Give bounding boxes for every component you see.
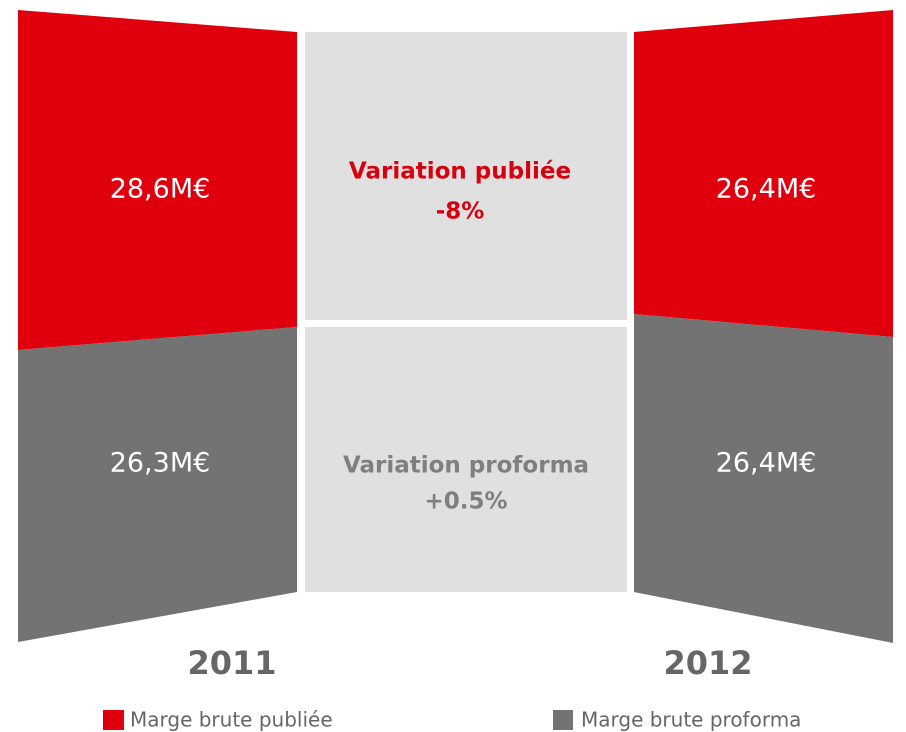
right-published-value: 26,4M€ — [716, 174, 817, 205]
legend-swatch — [553, 710, 573, 730]
right-proforma-panel — [634, 314, 893, 643]
right-year: 2012 — [663, 644, 752, 682]
legend-label: Marge brute publiée — [130, 708, 333, 732]
left-published-panel — [18, 10, 297, 350]
center-proforma-panel — [305, 327, 627, 592]
published-variation-value: -8% — [436, 199, 485, 225]
right-proforma-value: 26,4M€ — [716, 448, 817, 479]
left-proforma-panel — [18, 327, 297, 642]
proforma-variation-value: +0.5% — [424, 489, 507, 515]
published-variation-label: Variation publiée — [349, 159, 571, 185]
legend-label: Marge brute proforma — [581, 708, 801, 732]
proforma-variation-label: Variation proforma — [343, 453, 589, 479]
left-proforma-value: 26,3M€ — [110, 448, 211, 479]
center-published-panel — [305, 32, 627, 320]
legend-swatch — [103, 710, 124, 730]
left-published-value: 28,6M€ — [110, 174, 211, 205]
left-year: 2011 — [187, 644, 276, 682]
right-published-panel — [634, 10, 893, 337]
